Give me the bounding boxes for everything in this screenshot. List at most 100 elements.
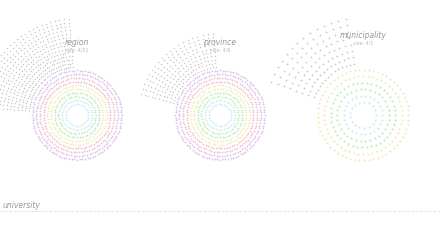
Point — [198, 61, 205, 65]
Point — [209, 134, 216, 138]
Point — [337, 26, 344, 30]
Point — [173, 58, 180, 62]
Point — [67, 127, 74, 131]
Point — [352, 132, 359, 136]
Point — [172, 95, 179, 99]
Point — [7, 67, 14, 70]
Point — [65, 153, 72, 157]
Point — [361, 159, 368, 163]
Point — [390, 147, 397, 151]
Point — [52, 88, 59, 91]
Point — [40, 28, 47, 31]
Point — [245, 131, 252, 135]
Point — [372, 143, 379, 147]
Point — [0, 75, 4, 79]
Point — [384, 92, 391, 96]
Point — [59, 139, 66, 143]
Point — [20, 68, 27, 71]
Point — [68, 47, 75, 51]
Point — [166, 64, 173, 68]
Point — [200, 151, 207, 155]
Point — [139, 88, 146, 91]
Point — [244, 149, 251, 152]
Point — [87, 71, 94, 75]
Point — [369, 122, 376, 126]
Point — [92, 86, 99, 90]
Point — [100, 127, 107, 130]
Point — [334, 40, 341, 44]
Point — [230, 108, 237, 112]
Point — [217, 88, 224, 91]
Point — [343, 51, 350, 55]
Point — [55, 101, 62, 105]
Point — [181, 45, 188, 48]
Point — [63, 86, 70, 89]
Point — [26, 30, 33, 34]
Point — [175, 61, 182, 65]
Point — [29, 94, 37, 97]
Point — [345, 57, 352, 61]
Point — [6, 50, 13, 54]
Point — [24, 75, 31, 79]
Point — [324, 59, 331, 63]
Point — [87, 87, 94, 91]
Point — [221, 150, 228, 154]
Point — [204, 132, 211, 136]
Point — [106, 108, 114, 112]
Point — [261, 114, 268, 117]
Point — [235, 154, 242, 158]
Point — [88, 151, 95, 155]
Point — [365, 69, 372, 73]
Text: municipality: municipality — [340, 31, 386, 40]
Point — [44, 115, 51, 119]
Point — [357, 133, 364, 137]
Point — [50, 32, 57, 36]
Point — [193, 48, 200, 51]
Point — [224, 97, 231, 100]
Point — [21, 47, 28, 50]
Point — [370, 130, 378, 133]
Point — [99, 98, 106, 102]
Point — [215, 128, 222, 132]
Point — [57, 65, 64, 68]
Point — [390, 80, 397, 84]
Point — [230, 91, 237, 95]
Point — [29, 114, 36, 117]
Point — [19, 89, 26, 93]
Point — [254, 98, 261, 102]
Point — [109, 93, 116, 97]
Point — [191, 82, 198, 86]
Point — [210, 73, 217, 77]
Point — [186, 127, 193, 130]
Point — [40, 56, 47, 60]
Point — [211, 135, 218, 139]
Point — [118, 111, 125, 115]
Point — [234, 119, 241, 123]
Point — [172, 108, 180, 112]
Point — [230, 119, 237, 123]
Point — [271, 73, 278, 77]
Point — [242, 77, 249, 81]
Point — [338, 53, 345, 56]
Point — [112, 91, 119, 94]
Point — [3, 53, 10, 57]
Point — [40, 61, 47, 64]
Point — [35, 59, 42, 63]
Point — [109, 86, 116, 90]
Point — [51, 114, 58, 117]
Point — [67, 96, 74, 100]
Point — [238, 94, 246, 98]
Point — [78, 96, 85, 100]
Point — [202, 45, 209, 49]
Point — [163, 73, 170, 77]
Point — [209, 142, 216, 146]
Point — [176, 56, 183, 59]
Point — [72, 128, 79, 132]
Point — [345, 85, 352, 88]
Point — [343, 18, 350, 22]
Point — [210, 146, 217, 150]
Point — [347, 70, 354, 74]
Point — [69, 58, 76, 62]
Point — [251, 100, 258, 104]
Point — [52, 148, 59, 152]
